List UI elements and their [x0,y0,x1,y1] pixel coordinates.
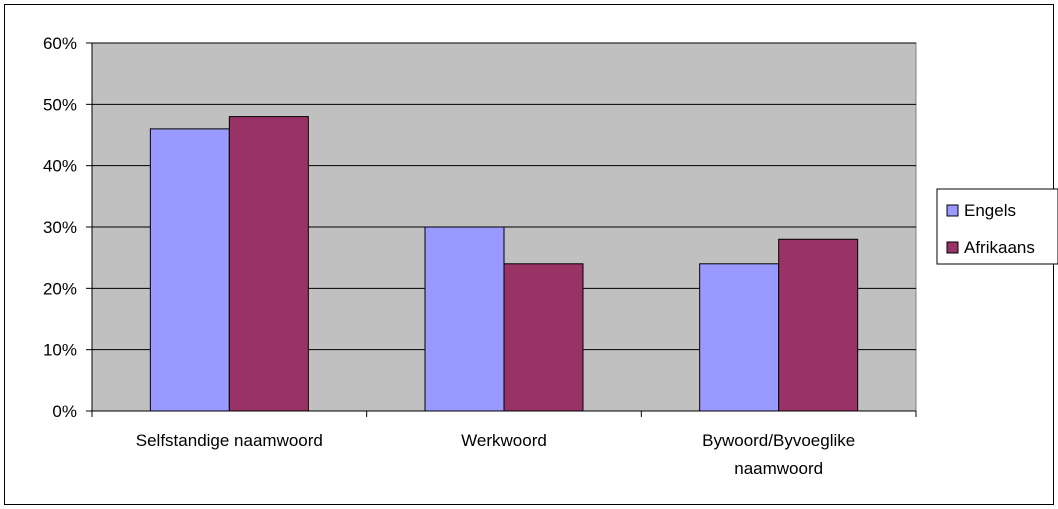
y-tick-label: 60% [43,34,77,53]
y-tick-label: 20% [43,279,77,298]
bar-engels-1 [149,128,230,412]
y-tick-label: 10% [43,341,77,360]
bar-afrikaans-1 [228,116,309,412]
y-tick-label: 0% [52,402,77,421]
x-category-label: Werkwoord [461,431,547,450]
bar-engels-2 [424,226,505,412]
y-tick-label: 30% [43,218,77,237]
y-tick-label: 50% [43,95,77,114]
x-category-label: Selfstandige naamwoord [136,431,323,450]
legend-label-afrikaans: Afrikaans [964,238,1035,257]
legend: Engels Afrikaans [936,188,1058,265]
x-category-label: Bywoord/Byvoeglike naamwoord [702,431,855,478]
x-axis-labels: Selfstandige naamwoord Werkwoord Bywoord/B… [136,431,855,478]
y-tick-label: 40% [43,157,77,176]
bar-afrikaans-2 [503,263,584,412]
legend-swatch-engels [946,204,959,217]
legend-label-engels: Engels [964,201,1016,220]
legend-swatch-afrikaans [946,241,959,254]
bar-engels-3 [699,263,780,412]
y-axis-ticks: 0% 10% 20% 30% 40% 50% 60% [43,34,92,421]
bar-afrikaans-3 [778,238,859,412]
bars [149,116,859,412]
